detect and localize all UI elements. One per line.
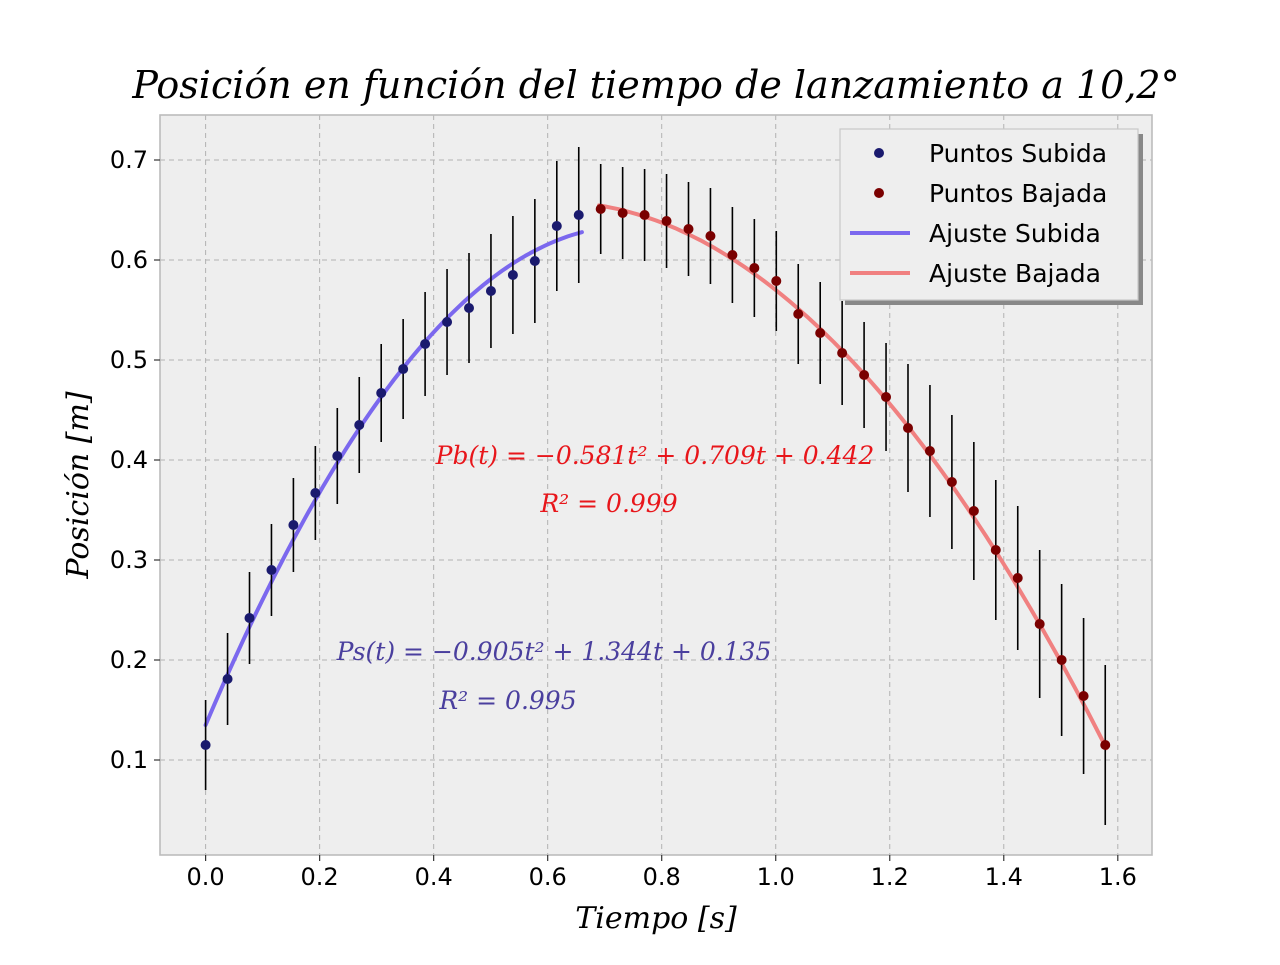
x-tick-label: 1.0	[757, 863, 795, 891]
fit-curves	[203, 203, 1109, 751]
data-point	[442, 317, 453, 327]
y-tick-label: 0.2	[110, 646, 148, 674]
y-tick-label: 0.6	[110, 246, 148, 274]
data-point	[1012, 573, 1023, 583]
legend-swatch-marker	[874, 188, 884, 198]
x-tick-label: 0.0	[187, 863, 225, 891]
annotations: Pb(t) = −0.581t² + 0.709t + 0.442 R² = 0.…	[336, 441, 875, 715]
data-point	[573, 210, 584, 220]
annotation-pb-eq: Pb(t) = −0.581t² + 0.709t + 0.442	[435, 441, 875, 470]
y-tick-label: 0.3	[110, 546, 148, 574]
data-point	[639, 210, 650, 220]
y-tick-label: 0.5	[110, 346, 148, 374]
legend-label: Puntos Subida	[929, 139, 1107, 168]
data-point	[420, 339, 431, 349]
data-point	[507, 270, 518, 280]
data-point	[464, 303, 475, 313]
data-point	[749, 263, 760, 273]
data-point	[1034, 619, 1045, 629]
data-point	[332, 451, 343, 461]
y-tick-label: 0.7	[110, 146, 148, 174]
x-tick-label: 0.4	[415, 863, 453, 891]
data-point	[310, 488, 321, 498]
data-point	[946, 477, 957, 487]
x-tick-label: 0.6	[529, 863, 567, 891]
data-point	[376, 388, 387, 398]
data-point	[859, 370, 870, 380]
annotation-ps-eq: Ps(t) = −0.905t² + 1.344t + 0.135	[336, 637, 772, 666]
data-point	[617, 208, 628, 218]
data-point	[902, 423, 913, 433]
legend-label: Puntos Bajada	[929, 179, 1107, 208]
data-point	[200, 740, 211, 750]
data-point	[266, 565, 277, 575]
x-axis-label: Tiempo [s]	[575, 901, 737, 936]
annotation-pb-r2: R² = 0.999	[539, 489, 677, 518]
y-tick-label: 0.4	[110, 446, 148, 474]
data-point	[837, 348, 848, 358]
data-point	[771, 276, 782, 286]
data-point	[683, 224, 694, 234]
data-point	[924, 446, 935, 456]
data-point	[705, 231, 716, 241]
data-point	[793, 309, 804, 319]
chart-title: Posición en función del tiempo de lanzam…	[131, 63, 1179, 107]
data-point	[727, 250, 738, 260]
data-point	[1056, 655, 1067, 665]
plot-frame	[159, 114, 1153, 856]
fit-line-3	[597, 203, 1109, 751]
data-point	[881, 392, 892, 402]
data-point	[485, 286, 496, 296]
legend-swatch-marker	[874, 148, 884, 158]
data-point	[1100, 740, 1111, 750]
data-point	[595, 204, 606, 214]
data-point	[968, 506, 979, 516]
data-point	[288, 520, 299, 530]
data-point	[551, 221, 562, 231]
x-tick-label: 0.2	[301, 863, 339, 891]
x-tick-label: 0.8	[643, 863, 681, 891]
data-point	[398, 364, 409, 374]
y-axis-label: Posición [m]	[61, 391, 96, 579]
x-tick-label: 1.4	[985, 863, 1023, 891]
data-point	[244, 613, 255, 623]
x-tick-label: 1.6	[1099, 863, 1137, 891]
grid	[160, 115, 1152, 855]
legend-label: Ajuste Subida	[929, 219, 1101, 248]
legend: Puntos Subida Puntos Bajada Ajuste Subida A…	[839, 128, 1143, 305]
legend-box	[839, 128, 1139, 301]
ticks: 0.0 0.2 0.4 0.6 0.8 1.0 1.2 1.4 1.6 0.1 0.2 0.3 0.4 0…	[110, 146, 1137, 891]
data-point	[354, 420, 365, 430]
data-point	[661, 216, 672, 226]
data-points	[200, 204, 1111, 750]
annotation-ps-r2: R² = 0.995	[438, 686, 576, 715]
data-point	[529, 256, 540, 266]
data-point	[815, 328, 826, 338]
data-point	[222, 674, 233, 684]
x-tick-label: 1.2	[871, 863, 909, 891]
fit-line-2	[203, 230, 584, 727]
y-tick-label: 0.1	[110, 746, 148, 774]
data-point	[1078, 691, 1089, 701]
legend-label: Ajuste Bajada	[929, 259, 1101, 288]
data-point	[990, 545, 1001, 555]
